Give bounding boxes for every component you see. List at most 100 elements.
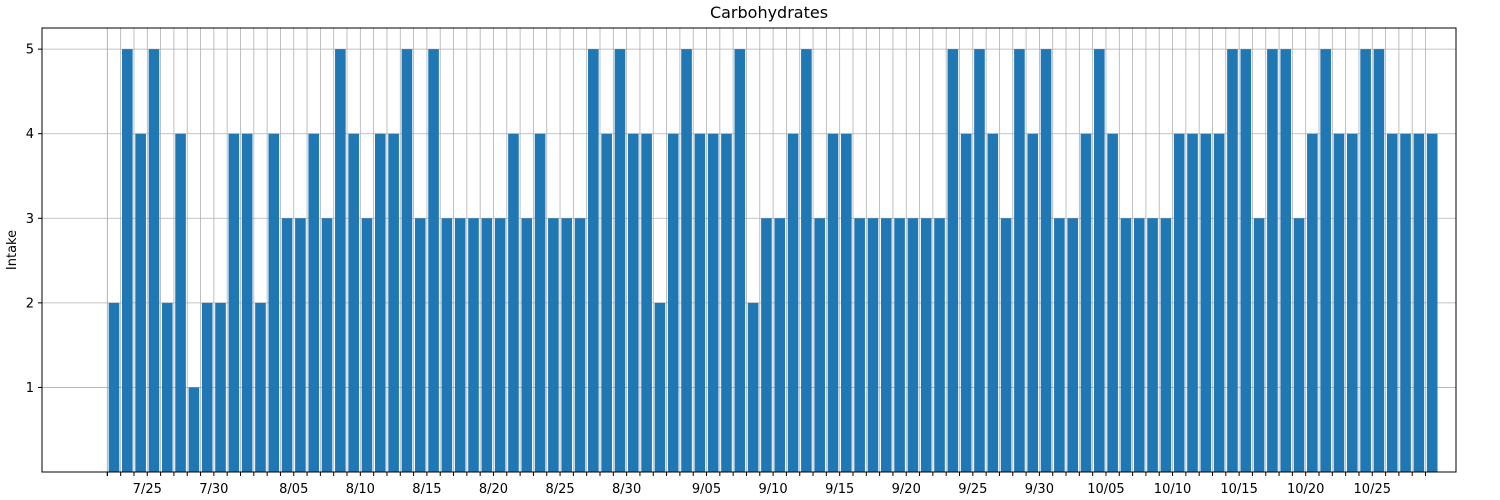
bar	[201, 302, 213, 472]
bar	[588, 49, 599, 473]
bar	[947, 49, 959, 473]
bar	[854, 218, 865, 472]
bar	[801, 49, 812, 473]
bar	[894, 218, 905, 472]
bar	[1133, 218, 1145, 472]
bar	[1120, 218, 1132, 472]
bar	[987, 133, 999, 472]
bar	[1213, 133, 1225, 472]
x-tick-label: 9/05	[692, 482, 721, 497]
x-axis-ticks: 7/25 7/30 8/05 8/10 8/15 8/20 8/25 8/30 9/05 9/10…	[106, 472, 1427, 497]
bar	[308, 133, 320, 472]
bar	[361, 218, 373, 472]
bar	[228, 133, 240, 472]
bar	[521, 218, 533, 472]
bar	[721, 133, 732, 472]
bar	[1307, 133, 1318, 472]
bar	[1386, 133, 1398, 472]
bars	[108, 49, 1438, 473]
x-tick-label: 9/30	[1025, 482, 1054, 497]
x-tick-label: 10/10	[1154, 482, 1191, 497]
bar	[1147, 218, 1158, 472]
x-tick-label: 9/15	[825, 482, 854, 497]
bar	[1293, 218, 1305, 472]
bar	[1426, 133, 1438, 472]
bar	[880, 218, 892, 472]
bar	[188, 387, 200, 472]
bar	[1040, 49, 1052, 473]
bar	[321, 218, 333, 472]
x-tick-label: 10/25	[1354, 482, 1391, 497]
bar	[707, 133, 719, 472]
y-tick-label: 4	[26, 127, 34, 142]
bar	[974, 49, 985, 473]
bar	[295, 218, 306, 472]
bar	[268, 133, 280, 472]
bar	[774, 218, 786, 472]
bar	[654, 302, 666, 472]
bar	[1280, 49, 1292, 473]
bar	[681, 49, 692, 473]
bar	[614, 49, 626, 473]
bar	[468, 218, 479, 472]
bar	[747, 302, 759, 472]
bar	[920, 218, 932, 472]
bar	[175, 133, 186, 472]
bar	[1067, 218, 1078, 472]
bar	[1107, 133, 1118, 472]
bar	[1413, 133, 1425, 472]
x-tick-label: 8/15	[412, 482, 441, 497]
bar	[1373, 49, 1385, 473]
bar	[734, 49, 746, 473]
y-tick-label: 1	[26, 381, 34, 396]
bar	[1160, 218, 1172, 472]
bar	[335, 49, 346, 473]
y-axis-ticks: 1 2 3 4 5	[26, 43, 42, 396]
bar	[934, 218, 945, 472]
bar	[561, 218, 573, 472]
bar	[694, 133, 706, 472]
bar	[1360, 49, 1371, 473]
bar	[135, 133, 146, 472]
bar	[827, 133, 839, 472]
x-tick-label: 10/20	[1287, 482, 1324, 497]
bar	[441, 218, 453, 472]
bar	[1173, 133, 1185, 472]
bar	[241, 133, 253, 472]
x-tick-label: 8/10	[346, 482, 375, 497]
bar	[641, 133, 652, 472]
x-tick-label: 7/25	[133, 482, 162, 497]
x-tick-label: 8/30	[612, 482, 641, 497]
bar	[574, 218, 586, 472]
bar	[1027, 133, 1039, 472]
x-tick-label: 9/10	[758, 482, 787, 497]
bar	[1227, 49, 1238, 473]
bar	[534, 133, 546, 472]
bar	[1200, 133, 1212, 472]
bar	[548, 218, 559, 472]
bar	[1187, 133, 1198, 472]
bar	[281, 218, 293, 472]
bar	[1346, 133, 1358, 472]
x-tick-label: 8/05	[279, 482, 308, 497]
bar	[867, 218, 879, 472]
bar	[481, 218, 493, 472]
x-tick-label: 9/25	[958, 482, 987, 497]
bar	[667, 133, 679, 472]
bar	[1333, 133, 1345, 472]
y-tick-label: 2	[26, 296, 34, 311]
bar	[601, 133, 612, 472]
bar	[414, 218, 426, 472]
bar	[1014, 49, 1025, 473]
bar	[454, 218, 466, 472]
bar	[1400, 133, 1411, 472]
chart-title: Carbohydrates	[710, 3, 828, 22]
bar	[1320, 49, 1331, 473]
y-tick-label: 5	[26, 43, 34, 58]
x-tick-label: 7/30	[199, 482, 228, 497]
bar	[161, 302, 173, 472]
bar	[960, 133, 972, 472]
bar	[122, 49, 133, 473]
bar	[215, 302, 226, 472]
